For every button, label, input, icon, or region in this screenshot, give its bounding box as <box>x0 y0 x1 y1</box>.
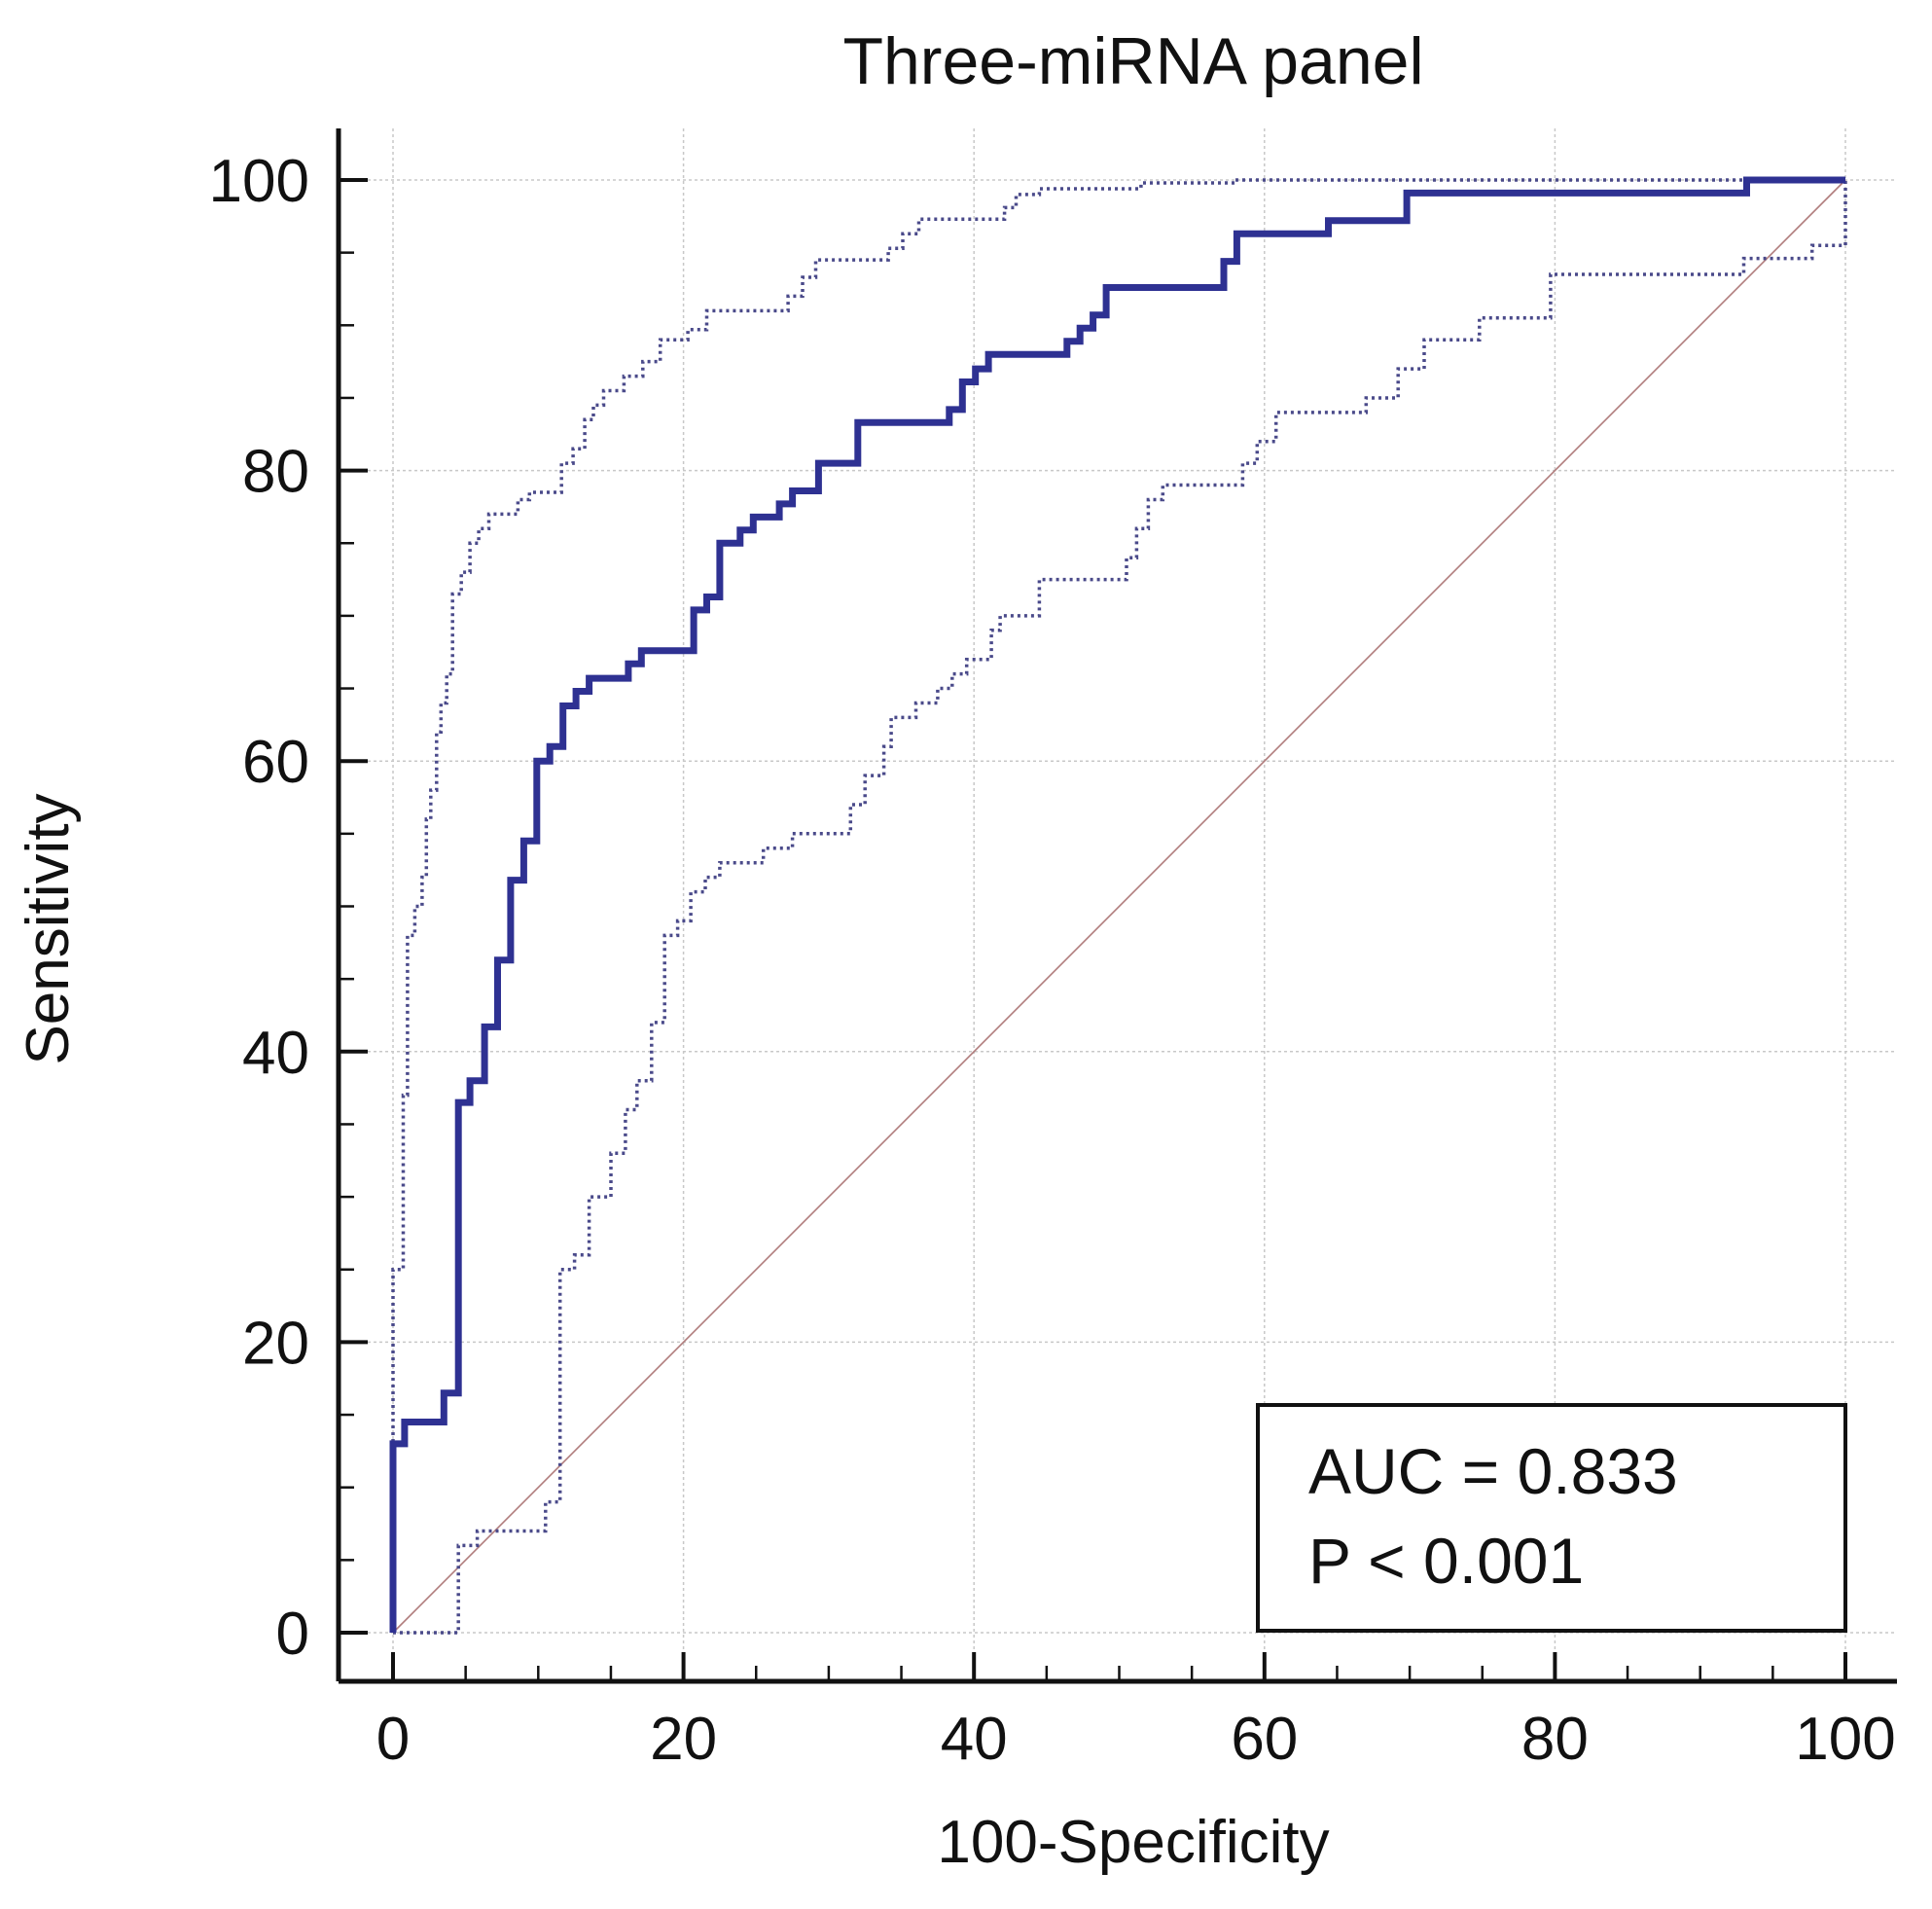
x-tick-label: 100 <box>1795 1706 1895 1773</box>
annotation-frame <box>1256 1403 1847 1633</box>
p-value-text: P < 0.001 <box>1308 1525 1584 1597</box>
roc-line <box>389 176 1845 1633</box>
reference-line <box>392 179 1846 1634</box>
auc-text: AUC = 0.833 <box>1308 1435 1678 1507</box>
x-tick-label: 60 <box>1231 1706 1298 1773</box>
y-axis-title: Sensitivity <box>15 793 82 1064</box>
y-tick-label: 40 <box>242 1020 309 1087</box>
ci-upper-line <box>391 178 1845 1633</box>
chart-title: Three-miRNA panel <box>842 24 1423 98</box>
y-tick-label: 100 <box>209 148 309 215</box>
annotation-box: AUC = 0.833 P < 0.001 <box>1256 1403 1847 1633</box>
x-axis-title: 100-Specificity <box>937 1809 1329 1876</box>
y-tick-label: 80 <box>242 439 309 506</box>
x-tick-label: 0 <box>376 1706 410 1773</box>
x-tick-label: 80 <box>1521 1706 1589 1773</box>
y-tick-label: 0 <box>276 1601 309 1668</box>
series <box>389 176 1847 1635</box>
x-tick-label: 20 <box>650 1706 717 1773</box>
ci-lower-line <box>393 180 1847 1635</box>
y-tick-label: 60 <box>242 729 309 796</box>
y-tick-label: 20 <box>242 1310 309 1377</box>
x-tick-label: 40 <box>941 1706 1008 1773</box>
axes: 0 20 40 60 80 100 0 20 40 60 80 100 <box>209 128 1897 1773</box>
